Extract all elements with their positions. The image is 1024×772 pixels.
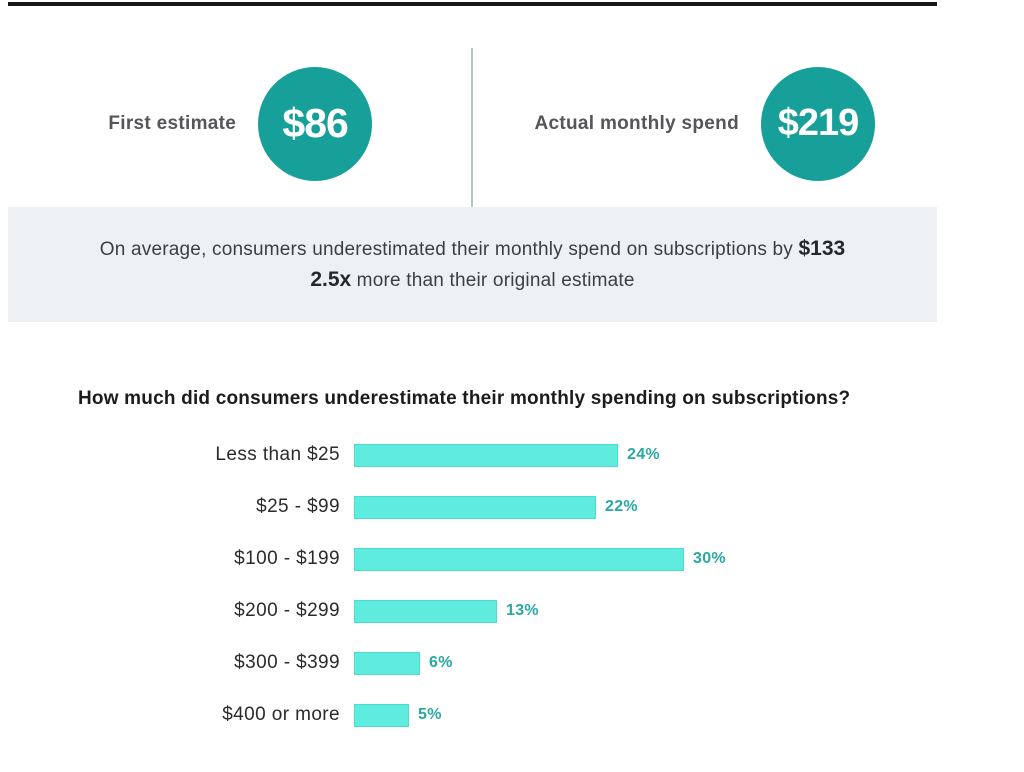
bar-label: $100 - $199 xyxy=(234,548,340,569)
first-estimate-label: First estimate xyxy=(108,112,237,134)
chart-title: How much did consumers underestimate the… xyxy=(78,388,851,409)
bar xyxy=(354,703,409,727)
bar-label: $200 - $299 xyxy=(234,600,340,621)
actual-spend-circle: $219 xyxy=(760,66,875,181)
chart-row: $400 or more 5% xyxy=(8,689,937,741)
bar-label: $400 or more xyxy=(222,704,340,725)
bar-value: 24% xyxy=(627,446,660,463)
bar-chart: Less than $25 24% $25 - $99 22% $100 - $199 3… xyxy=(8,429,937,741)
bar-value: 13% xyxy=(506,602,539,619)
actual-spend-label: Actual monthly spend xyxy=(534,112,739,134)
estimate-comparison-header: First estimate $86 Actual monthly spend … xyxy=(8,40,938,208)
bar xyxy=(354,599,497,623)
first-estimate-circle: $86 xyxy=(258,66,373,181)
chart-row: $25 - $99 22% xyxy=(8,481,937,533)
first-estimate-block: First estimate $86 xyxy=(8,40,473,207)
vertical-divider xyxy=(471,48,473,208)
chart-row: Less than $25 24% xyxy=(8,429,937,481)
bar-label: $300 - $399 xyxy=(234,652,340,673)
bar-value: 22% xyxy=(605,498,638,515)
actual-spend-value: $219 xyxy=(777,102,860,144)
banner-line-1-text: On average, consumers underestimated the… xyxy=(99,239,794,260)
bar xyxy=(354,651,420,675)
bar-value: 5% xyxy=(418,706,442,723)
bar xyxy=(354,443,618,467)
bar-label: $25 - $99 xyxy=(256,496,340,517)
summary-banner: On average, consumers underestimated the… xyxy=(8,207,937,322)
bar-value: 6% xyxy=(429,654,453,671)
banner-line-1: On average, consumers underestimated the… xyxy=(100,237,845,261)
actual-spend-block: Actual monthly spend $219 xyxy=(473,40,938,207)
bar-value: 30% xyxy=(693,550,726,567)
bar xyxy=(354,495,596,519)
bar-label: Less than $25 xyxy=(215,444,340,465)
chart-row: $100 - $199 30% xyxy=(8,533,937,585)
first-estimate-value: $86 xyxy=(282,100,348,146)
chart-row: $300 - $399 6% xyxy=(8,637,937,689)
banner-line-2-text: more than their original estimate xyxy=(356,270,635,291)
banner-line-1-emphasis: $133 xyxy=(798,237,846,260)
top-divider-rule xyxy=(8,2,937,6)
banner-line-2: 2.5x more than their original estimate xyxy=(310,268,634,292)
chart-row: $200 - $299 13% xyxy=(8,585,937,637)
bar xyxy=(354,547,684,571)
banner-line-2-emphasis: 2.5x xyxy=(310,268,352,291)
